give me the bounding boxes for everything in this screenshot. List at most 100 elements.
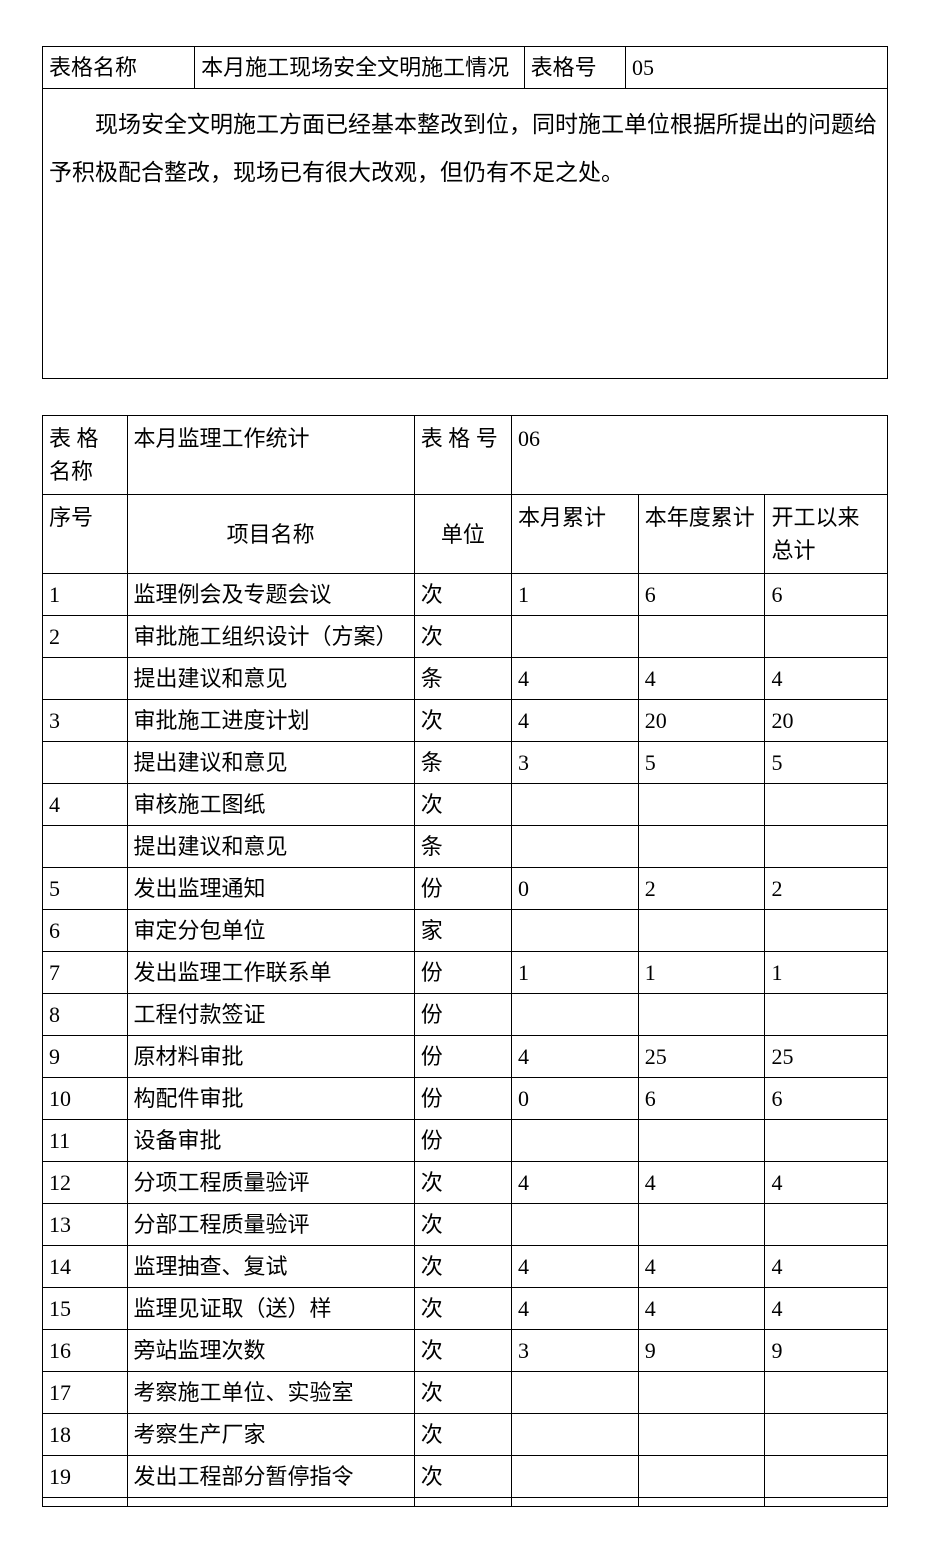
cell-unit: 份 <box>414 1120 511 1162</box>
table-row: 4审核施工图纸次 <box>43 784 888 826</box>
cell-year: 5 <box>638 742 765 784</box>
col-total: 开工以来总计 <box>765 495 888 574</box>
table-row: 14监理抽查、复试次444 <box>43 1246 888 1288</box>
cell-seq <box>43 742 128 784</box>
table-row: 17考察施工单位、实验室次 <box>43 1372 888 1414</box>
label-form-number: 表 格 号 <box>414 416 511 495</box>
cell-total: 1 <box>765 952 888 994</box>
cell-seq <box>43 826 128 868</box>
table-row: 2审批施工组织设计（方案）次 <box>43 616 888 658</box>
cell-total <box>765 1120 888 1162</box>
cell-month <box>511 1204 638 1246</box>
cell-unit: 次 <box>414 1204 511 1246</box>
cell-total: 25 <box>765 1036 888 1078</box>
cell-item: 审批施工进度计划 <box>127 700 414 742</box>
cell-seq: 2 <box>43 616 128 658</box>
cell-total: 4 <box>765 1162 888 1204</box>
cell-year <box>638 1204 765 1246</box>
cell-item: 审核施工图纸 <box>127 784 414 826</box>
cell-item: 原材料审批 <box>127 1036 414 1078</box>
table-row: 18考察生产厂家次 <box>43 1414 888 1456</box>
cell-year: 6 <box>638 574 765 616</box>
cell-seq: 3 <box>43 700 128 742</box>
cell-month <box>511 910 638 952</box>
cell-year <box>638 1120 765 1162</box>
cell-total <box>765 1414 888 1456</box>
cell-unit: 次 <box>414 1456 511 1498</box>
cell-item: 发出工程部分暂停指令 <box>127 1456 414 1498</box>
cell-seq: 7 <box>43 952 128 994</box>
table-row: 12分项工程质量验评次444 <box>43 1162 888 1204</box>
cell-item: 审定分包单位 <box>127 910 414 952</box>
cell-total <box>765 1372 888 1414</box>
cell-item: 监理见证取（送）样 <box>127 1288 414 1330</box>
safety-body-text: 现场安全文明施工方面已经基本整改到位，同时施工单位根据所提出的问题给予积极配合整… <box>49 101 881 198</box>
stats-table: 表 格 名称 本月监理工作统计 表 格 号 06 序号 项目名称 单位 本月累计… <box>42 415 888 1507</box>
cell-total <box>765 994 888 1036</box>
cell-month: 1 <box>511 952 638 994</box>
cell-unit: 条 <box>414 826 511 868</box>
cell-item: 监理抽查、复试 <box>127 1246 414 1288</box>
cell-year: 4 <box>638 658 765 700</box>
cell-seq: 18 <box>43 1414 128 1456</box>
cell-item: 发出监理通知 <box>127 868 414 910</box>
cell-seq <box>43 1498 128 1507</box>
value-form-number: 06 <box>511 416 887 495</box>
cell-item: 发出监理工作联系单 <box>127 952 414 994</box>
table-row: 表 格 名称 本月监理工作统计 表 格 号 06 <box>43 416 888 495</box>
cell-month: 3 <box>511 742 638 784</box>
cell-month <box>511 616 638 658</box>
cell-total: 6 <box>765 1078 888 1120</box>
cell-total: 4 <box>765 658 888 700</box>
cell-seq: 12 <box>43 1162 128 1204</box>
table-row: 现场安全文明施工方面已经基本整改到位，同时施工单位根据所提出的问题给予积极配合整… <box>43 89 888 379</box>
cell-year: 2 <box>638 868 765 910</box>
table-row: 13分部工程质量验评次 <box>43 1204 888 1246</box>
cell-year <box>638 1372 765 1414</box>
table-row: 15监理见证取（送）样次444 <box>43 1288 888 1330</box>
cell-total <box>765 1204 888 1246</box>
cell-seq: 19 <box>43 1456 128 1498</box>
cell-item: 工程付款签证 <box>127 994 414 1036</box>
label-form-number: 表格号 <box>524 47 625 89</box>
col-unit: 单位 <box>414 495 511 574</box>
cell-month <box>511 1456 638 1498</box>
cell-total: 4 <box>765 1288 888 1330</box>
table-row: 6审定分包单位家 <box>43 910 888 952</box>
cell-year <box>638 826 765 868</box>
cell-unit <box>414 1498 511 1507</box>
value-form-name: 本月施工现场安全文明施工情况 <box>195 47 525 89</box>
col-year: 本年度累计 <box>638 495 765 574</box>
table-header-row: 序号 项目名称 单位 本月累计 本年度累计 开工以来总计 <box>43 495 888 574</box>
spacer <box>42 379 888 415</box>
table-row: 5发出监理通知份022 <box>43 868 888 910</box>
cell-seq: 14 <box>43 1246 128 1288</box>
cell-month <box>511 784 638 826</box>
cell-month: 4 <box>511 700 638 742</box>
cell-unit: 份 <box>414 994 511 1036</box>
cell-month: 4 <box>511 658 638 700</box>
cell-seq: 9 <box>43 1036 128 1078</box>
table-row: 3审批施工进度计划次42020 <box>43 700 888 742</box>
cell-seq: 6 <box>43 910 128 952</box>
table-row: 表格名称 本月施工现场安全文明施工情况 表格号 05 <box>43 47 888 89</box>
cell-seq: 8 <box>43 994 128 1036</box>
label-form-name: 表 格 名称 <box>43 416 128 495</box>
cell-year <box>638 616 765 658</box>
table-row: 9原材料审批份42525 <box>43 1036 888 1078</box>
cell-item: 设备审批 <box>127 1120 414 1162</box>
value-form-name: 本月监理工作统计 <box>127 416 414 495</box>
cell-month: 3 <box>511 1330 638 1372</box>
cell-item: 分部工程质量验评 <box>127 1204 414 1246</box>
cell-seq: 1 <box>43 574 128 616</box>
cell-unit: 次 <box>414 784 511 826</box>
cell-total <box>765 1456 888 1498</box>
col-seq: 序号 <box>43 495 128 574</box>
cell-total <box>765 1498 888 1507</box>
cell-item: 考察生产厂家 <box>127 1414 414 1456</box>
cell-year <box>638 1456 765 1498</box>
cell-item: 监理例会及专题会议 <box>127 574 414 616</box>
cell-month: 4 <box>511 1246 638 1288</box>
cell-unit: 次 <box>414 1162 511 1204</box>
col-item: 项目名称 <box>127 495 414 574</box>
